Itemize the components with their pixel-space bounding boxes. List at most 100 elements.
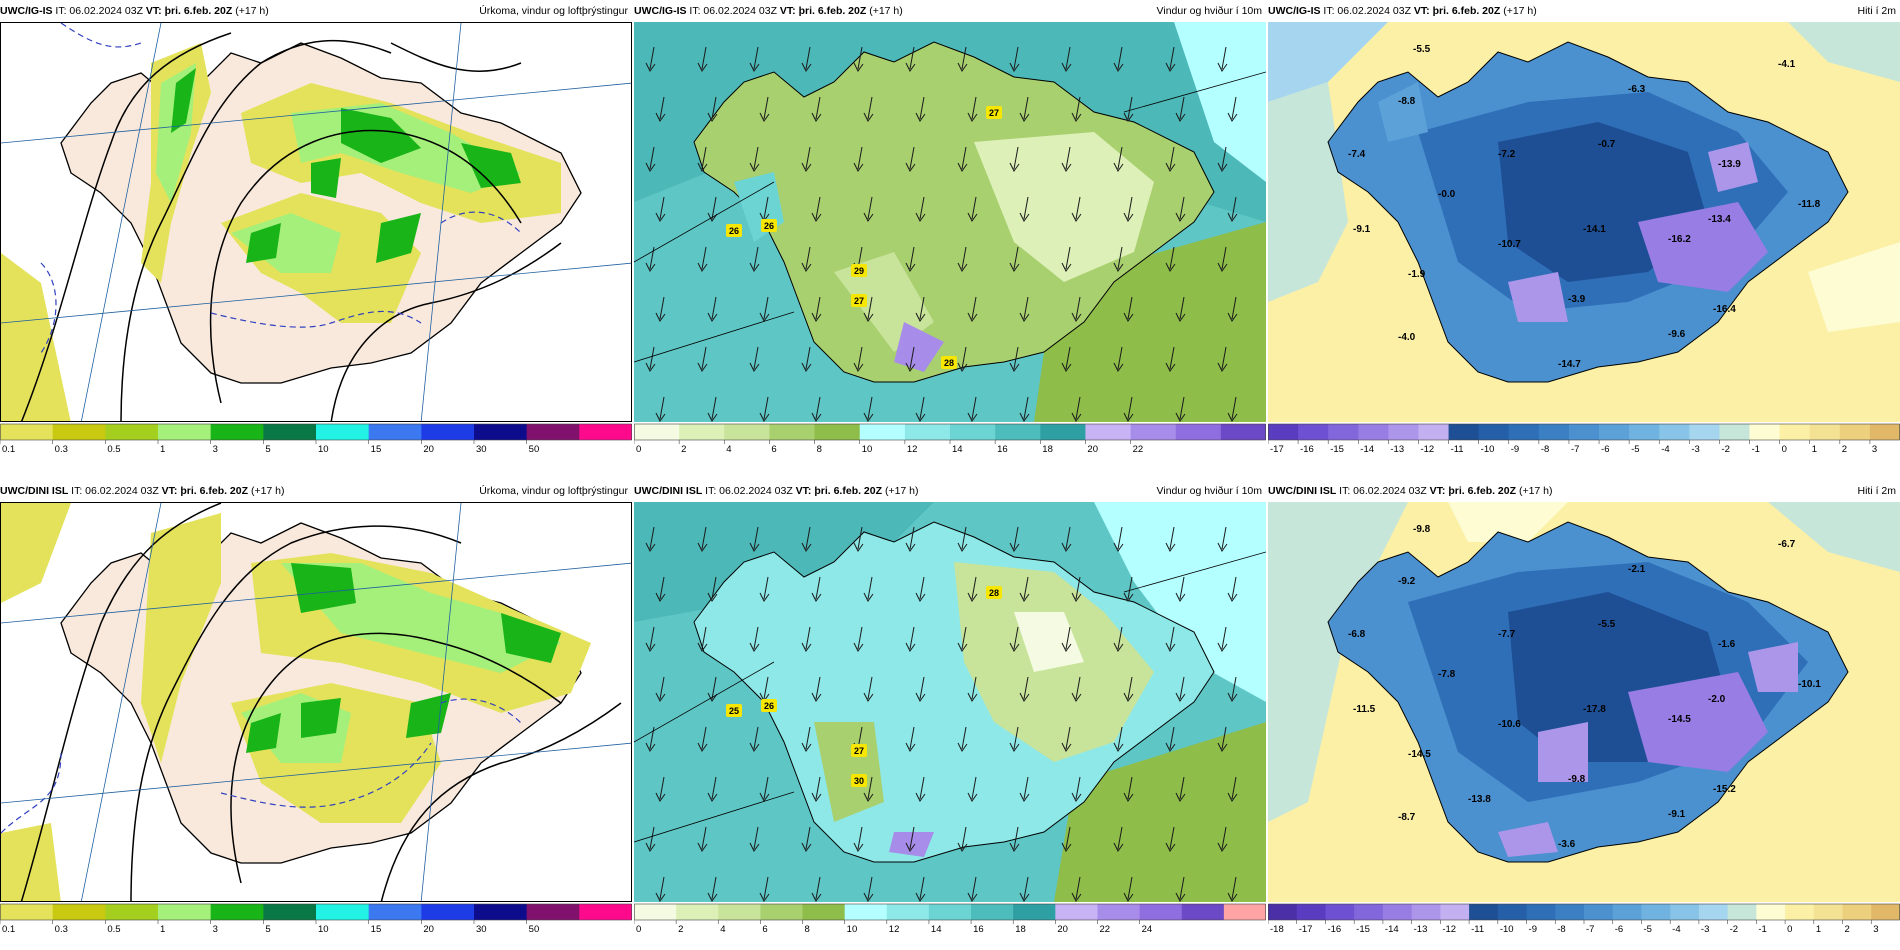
wind-arrow-head	[655, 112, 666, 122]
wind-arrow-head	[1217, 62, 1228, 72]
init-time: IT: 06.02.2024 03Z	[71, 485, 159, 497]
wind-zone	[894, 322, 944, 372]
colorbar-label: 0.1	[2, 444, 15, 455]
wind-arrow-head	[1071, 592, 1082, 602]
colorbar-swatch	[1869, 424, 1900, 440]
colorbar-swatch	[1358, 424, 1389, 440]
wind-arrow	[1179, 196, 1185, 220]
colorbar-swatch	[886, 904, 930, 920]
wind-arrow-head	[905, 542, 916, 552]
product-type: Úrkoma, vindur og loftþrýstingur	[479, 485, 628, 497]
colorbar-label: 15	[371, 924, 382, 935]
wind-arrow-head	[1217, 842, 1228, 852]
colorbar-label: -18	[1270, 924, 1284, 935]
wind-arrow-head	[645, 842, 656, 852]
colorbar-label: -1	[1752, 444, 1760, 455]
colorbar-swatch	[1181, 904, 1225, 920]
isobar	[120, 39, 392, 421]
colorbar-swatch	[1388, 424, 1419, 440]
colorbar-label: 50	[529, 924, 540, 935]
colorbar-swatch	[526, 424, 580, 440]
gust-label-box	[851, 774, 867, 787]
colorbar-swatch	[1756, 904, 1786, 920]
init-time: IT: 06.02.2024 03Z	[1323, 5, 1411, 17]
wind-arrow	[1231, 296, 1237, 320]
colorbar-label: -17	[1270, 444, 1284, 455]
colorbar-swatch	[368, 424, 422, 440]
wind-arrow	[909, 46, 915, 70]
wind-arrow-head	[801, 842, 812, 852]
gust-label: 29	[854, 266, 864, 276]
wind-arrow-head	[957, 542, 968, 552]
colorbar-swatch	[1418, 424, 1450, 440]
valid-time: þri. 6.feb. 20Z	[1432, 5, 1501, 17]
wind-arrow	[1065, 146, 1071, 170]
wind-arrow	[711, 576, 717, 600]
product-type: Úrkoma, vindur og loftþrýstingur	[479, 5, 628, 17]
precip-area	[171, 68, 196, 133]
wind-arrow-head	[749, 642, 760, 652]
colorbar-swatch	[421, 904, 475, 920]
temp-value: -10.7	[1498, 239, 1521, 250]
wind-arrow-head	[957, 842, 968, 852]
wind-arrow-head	[1061, 362, 1072, 372]
wind-arrow-head	[853, 62, 864, 72]
product-type: Vindur og hviður í 10m	[1156, 5, 1262, 17]
gust-label: 26	[729, 226, 739, 236]
colorbar-swatch	[1584, 904, 1614, 920]
colorbar-label: 4	[720, 924, 725, 935]
colorbar-swatch	[844, 904, 888, 920]
temp-zone	[1788, 22, 1900, 82]
product-type: Vindur og hviður í 10m	[1156, 485, 1262, 497]
wind-arrow	[1169, 826, 1175, 850]
temp-colorbar-svg: -18 -17 -16 -15 -14 -13 -12 -11 -10 -9 -8 -7 -6 -5 -4-…	[1268, 903, 1900, 935]
wind-arrow	[753, 246, 759, 270]
colorbar-label: 1	[160, 444, 165, 455]
wind-arrow	[1179, 296, 1185, 320]
wind-arrow	[867, 396, 873, 420]
colorbar-swatch	[1698, 904, 1729, 920]
temp-value: -6.7	[1778, 539, 1796, 550]
panel-precip-igis: UWC/IG-IS IT: 06.02.2024 03Z VT: þri. 6.…	[0, 0, 632, 460]
wind-arrow-head	[853, 162, 864, 172]
colorbar-swatch	[210, 904, 264, 920]
colorbar-swatch	[316, 424, 370, 440]
precip-colorbar-svg: 0.1 0.3 0.5 1 3 5 10 15 20 30 50	[0, 423, 632, 455]
wind-arrow	[961, 346, 967, 370]
colorbar-swatch	[1809, 424, 1841, 440]
gust-label-box	[986, 586, 1002, 599]
wind-arrow	[701, 46, 707, 70]
init-time: IT: 06.02.2024 03Z	[55, 5, 143, 17]
valid-time-prefix: VT:	[1413, 5, 1430, 17]
colorbar-swatch	[158, 424, 212, 440]
wind-arrow	[701, 246, 707, 270]
wind-arrow-head	[749, 62, 760, 72]
wind-arrow-head	[697, 642, 708, 652]
colorbar-swatch	[263, 904, 317, 920]
panel-wind-dini: UWC/DINI ISL IT: 06.02.2024 03Z VT: þri.…	[634, 480, 1266, 940]
colorbar-swatch	[950, 424, 996, 440]
wind-arrow	[867, 576, 873, 600]
colorbar-swatch	[904, 424, 951, 440]
wind-arrow-head	[1061, 262, 1072, 272]
wind-arrow-head	[1217, 162, 1228, 172]
wind-colorbar-svg: 0 2 4 6 8 10 12 14 16 18 20 22	[634, 423, 1266, 455]
wind-arrow	[961, 46, 967, 70]
wind-arrow	[971, 576, 977, 600]
wind-arrow-head	[811, 212, 822, 222]
wind-arrow-head	[759, 592, 770, 602]
wind-arrow-head	[1175, 212, 1186, 222]
precip-area	[1, 503, 71, 603]
wind-arrow-head	[1217, 542, 1228, 552]
valid-time: þri. 6.feb. 20Z	[180, 485, 249, 497]
colorbar-swatch	[1839, 424, 1871, 440]
model-name: UWC/DINI ISL	[0, 485, 69, 497]
colorbar-label: -15	[1330, 444, 1344, 455]
gust-label: 26	[764, 701, 774, 711]
wind-arrow-head	[1019, 592, 1030, 602]
wind-arrow	[1013, 146, 1019, 170]
wind-arrow-head	[1061, 542, 1072, 552]
wind-arrow	[701, 726, 707, 750]
wind-arrow-head	[1175, 312, 1186, 322]
wind-arrow-head	[749, 162, 760, 172]
